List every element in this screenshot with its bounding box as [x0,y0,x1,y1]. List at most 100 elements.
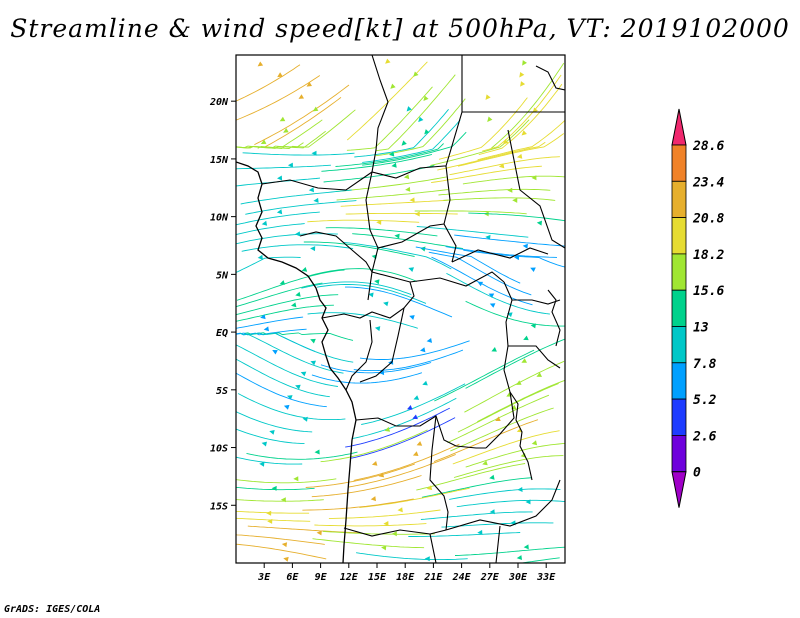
streamline-arrow [261,441,267,447]
streamline-arrow [293,476,299,482]
streamline [236,358,330,398]
streamline-arrow [536,220,542,226]
streamline [343,241,452,270]
streamline [236,75,321,121]
streamline-arrow [257,61,264,67]
streamline-arrow [378,370,385,376]
streamline [312,538,425,549]
streamline [443,197,556,201]
streamline [454,546,565,556]
streamline [465,443,565,468]
streamline [482,74,562,152]
streamline-arrow [408,267,414,272]
streamline [321,153,433,172]
streamline [340,199,453,207]
colorbar-label: 23.4 [692,175,724,190]
lat-label: 15S [210,501,228,512]
streamline-arrow [412,414,418,420]
border-car [371,223,505,287]
streamline [316,284,427,304]
colorbar-swatch [671,180,687,219]
colorbar-label: 13 [693,321,709,336]
streamline-arrow [530,323,536,329]
border-cameroon-gabon [321,281,415,319]
colorbar-swatch [671,434,687,473]
streamline-arrow [384,426,391,432]
streamline-arrow [424,556,430,562]
streamline [236,316,304,329]
streamline-arrow [516,555,522,560]
streamline-arrow [521,358,527,363]
streamline-arrow [283,128,289,133]
streamline-arrow [310,338,316,344]
streamline-arrow [403,174,410,180]
streamline [236,344,338,387]
streamline-arrow [516,153,523,159]
streamline [437,141,546,171]
streamline-arrow [420,347,426,353]
streamline-arrow [311,150,317,156]
streamline-arrow [295,384,301,390]
streamline-arrow [531,175,537,181]
streamline [463,249,565,268]
streamline [236,372,327,408]
streamline-arrow [391,162,397,168]
streamline [352,397,457,440]
streamline-arrow [280,497,286,503]
streamline [449,156,560,176]
lon-label: 27E [480,572,500,583]
colorbar-swatch [671,398,687,436]
lat-label: 5N [216,270,229,281]
lon-label: 12E [340,572,359,583]
streamline [408,532,521,537]
streamline [236,456,303,465]
streamline-arrow [368,292,374,298]
streamline [236,233,338,245]
streamline-arrow [391,531,397,537]
border-angola-namibia [343,527,447,537]
streamline-arrow [477,529,483,535]
grads-credit: GrADS: IGES/COLA [4,604,101,615]
streamline-arrow [522,60,527,66]
streamline [303,241,415,257]
streamline-arrow [401,140,407,146]
streamline [236,478,337,484]
streamline-arrow [521,130,527,136]
streamline-arrow [267,518,273,524]
lon-label: 6E [286,572,299,583]
colorbar: 28.6 23.4 20.8 18.2 15.6 13 7.8 5.2 2.6 0 [671,108,724,508]
streamline [477,119,565,161]
streamline [416,463,526,491]
streamline [518,557,560,563]
colorbar-max-triangle [671,108,687,146]
lat-label: 5S [216,386,228,397]
streamline [320,429,428,463]
streamline [311,475,422,498]
streamline-arrow [381,545,387,551]
streamline-arrow [374,326,381,332]
streamline [239,332,344,374]
streamline-arrow [491,347,497,352]
streamline-arrow [310,246,316,252]
streamline [236,510,310,514]
streamline [247,332,354,363]
streamline-arrow [272,350,278,355]
streamline [307,268,418,282]
streamline-arrow [390,83,396,89]
streamline [361,383,466,425]
streamline-arrow [416,441,423,446]
streamlines [236,58,565,563]
streamline [428,251,532,296]
border-south [429,525,501,563]
streamline [236,328,307,336]
streamline-arrow [266,510,272,516]
colorbar-label: 18.2 [693,248,724,263]
streamline [354,109,449,158]
streamline [236,517,311,522]
streamline-arrow [413,395,420,400]
streamline [452,430,560,465]
streamline [430,119,530,166]
streamline-arrow [376,219,382,225]
streamline [236,411,313,433]
streamline-arrow [412,451,419,456]
